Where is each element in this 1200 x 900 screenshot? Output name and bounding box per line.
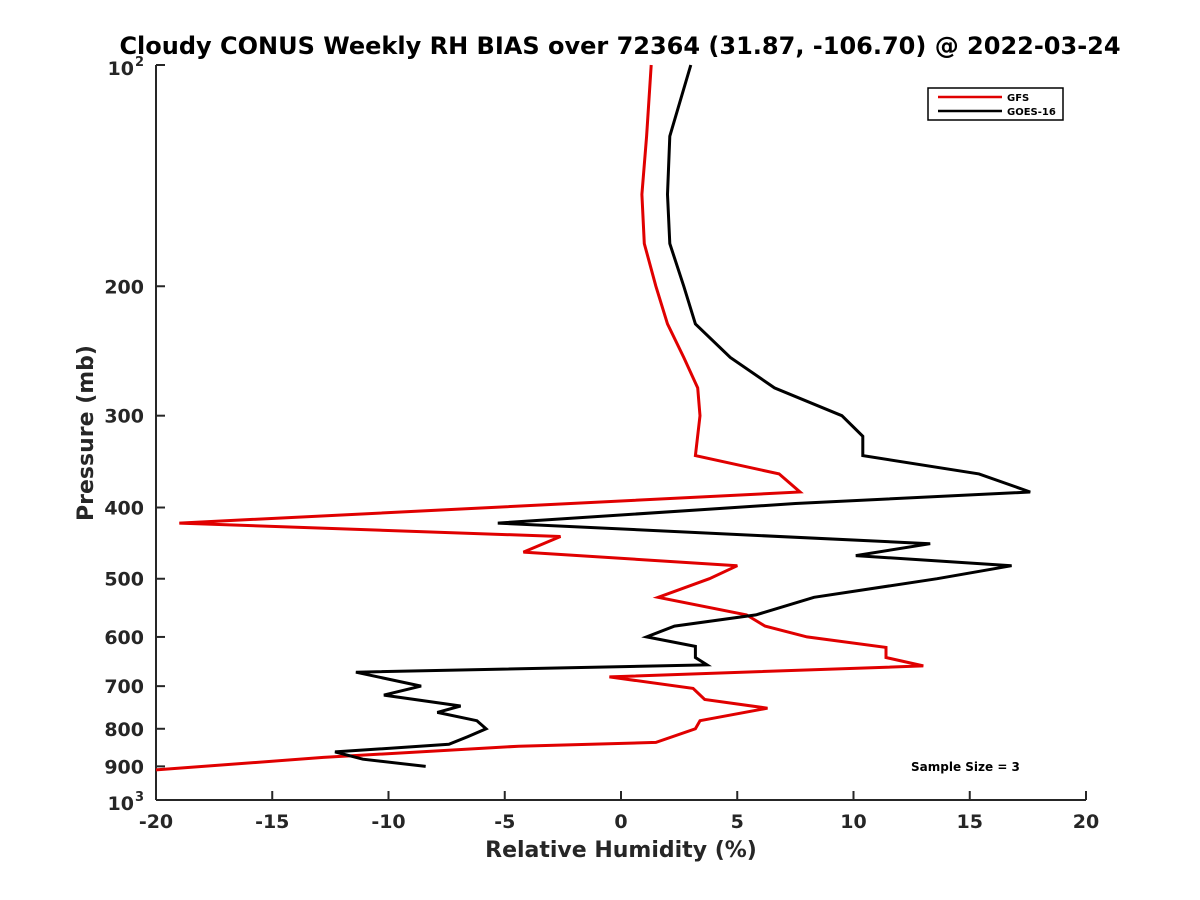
x-tick-label: -20 [139,811,173,833]
y-tick-label: 10 [108,58,134,80]
x-tick-label: -15 [255,811,289,833]
series-lines [155,64,1031,772]
y-tick-label: 300 [104,406,144,428]
y-tick-label: 600 [104,627,144,649]
x-tick-label: 5 [731,811,744,833]
x-tick-label: 0 [614,811,627,833]
chart-title: Cloudy CONUS Weekly RH BIAS over 72364 (… [119,32,1120,60]
x-tick-label: 20 [1073,811,1099,833]
y-tick-label: 900 [104,756,144,778]
series-line-goes16 [334,64,1031,768]
series-line-gfs [155,64,924,772]
x-axis-label: Relative Humidity (%) [485,838,757,863]
y-tick-label: 400 [104,498,144,520]
legend-label-goes16: GOES-16 [1007,107,1056,118]
legend-label-gfs: GFS [1007,93,1029,104]
y-tick-exponent: 2 [135,55,144,70]
legend: GFS GOES-16 [927,87,1064,121]
x-ticks: -20 -15 -10 -5 0 5 10 15 20 [139,791,1099,833]
y-tick-exponent: 3 [135,790,144,805]
x-tick-label: -10 [371,811,405,833]
y-tick-label: 500 [104,569,144,591]
sample-size-annotation: Sample Size = 3 [911,760,1020,774]
y-tick-label: 700 [104,676,144,698]
y-tick-label: 200 [104,276,144,298]
x-tick-label: -5 [494,811,515,833]
x-tick-label: 10 [840,811,866,833]
legend-box [927,87,1064,121]
y-axis-label: Pressure (mb) [74,345,99,521]
y-tick-label: 10 [108,793,134,815]
y-tick-label: 800 [104,719,144,741]
x-tick-label: 15 [957,811,983,833]
